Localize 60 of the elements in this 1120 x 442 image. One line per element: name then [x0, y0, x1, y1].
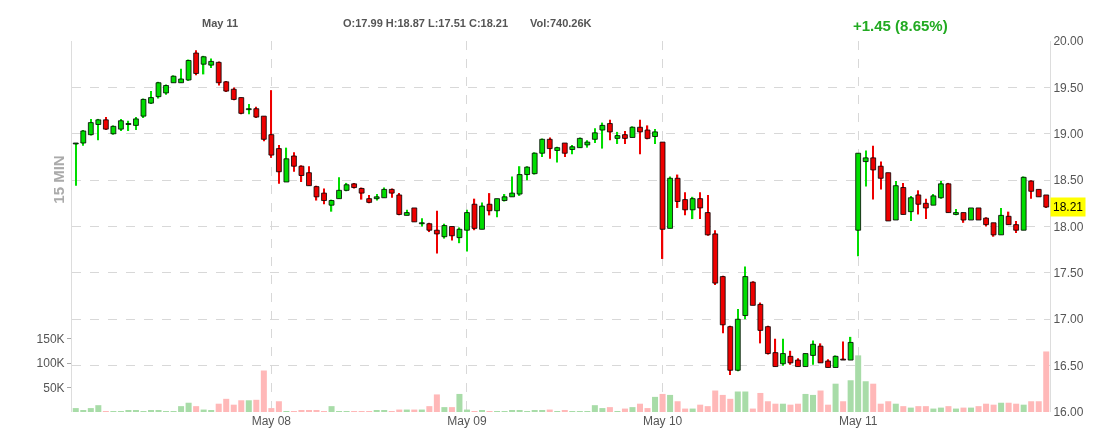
- text: May 11: [202, 17, 239, 29]
- bar: [892, 403, 899, 412]
- bar: [426, 406, 433, 412]
- bar: [960, 407, 967, 412]
- y-tick-label: 19.00: [1053, 126, 1084, 141]
- y-tick-label: 20.00: [1053, 34, 1084, 49]
- bar: [870, 383, 877, 412]
- annotation: 18.21: [1053, 200, 1084, 214]
- bar: [448, 407, 455, 412]
- bar: [456, 393, 463, 412]
- bar: [193, 406, 200, 412]
- bar: [832, 383, 839, 412]
- bar: [245, 400, 252, 412]
- y2-tick-label: 100K: [36, 356, 65, 371]
- bar: [606, 407, 613, 412]
- bar: [644, 408, 651, 412]
- bar: [787, 404, 794, 412]
- bar: [659, 393, 666, 412]
- bar: [945, 406, 952, 412]
- text: O:17.99 H:18.87 L:17.51 C:18.21: [343, 17, 509, 29]
- x-tick-label: May 11: [838, 414, 878, 428]
- bar: [667, 394, 674, 412]
- y-tick-label: 17.50: [1053, 266, 1084, 281]
- y-tick-label: 19.50: [1053, 80, 1084, 95]
- y2-tick-label: 50K: [43, 380, 65, 395]
- x-tick-label: May 10: [642, 414, 683, 428]
- bar: [1028, 401, 1035, 412]
- bar: [629, 407, 636, 412]
- bar: [990, 404, 997, 412]
- bar: [441, 407, 448, 412]
- bar: [275, 401, 282, 412]
- text: Vol:740.26K: [530, 17, 592, 29]
- y-tick-label: 18.00: [1053, 219, 1084, 234]
- x-tick-label: May 09: [447, 414, 487, 428]
- bar: [840, 401, 847, 412]
- y-tick-label: 16.00: [1053, 405, 1084, 420]
- bar: [253, 399, 260, 412]
- bar: [915, 406, 922, 412]
- bar: [652, 396, 659, 412]
- bar: [433, 394, 440, 412]
- y-tick-label: 18.50: [1053, 173, 1084, 188]
- bar: [937, 407, 944, 412]
- text: +1.45 (8.65%): [853, 17, 948, 34]
- bar: [794, 403, 801, 412]
- bar: [185, 402, 192, 412]
- bar: [1020, 404, 1027, 412]
- bar: [907, 407, 914, 412]
- x-tick-label: May 08: [251, 414, 292, 428]
- bar: [998, 402, 1005, 412]
- bar: [900, 406, 907, 412]
- y-tick-label: 17.00: [1053, 312, 1084, 327]
- text: 15 MIN: [50, 155, 68, 204]
- bar: [968, 407, 975, 412]
- bar: [922, 406, 929, 412]
- bar: [697, 404, 704, 412]
- bar: [862, 381, 869, 412]
- bar: [636, 403, 643, 412]
- bar: [779, 403, 786, 412]
- y2-tick-label: 150K: [36, 331, 65, 346]
- y-tick-label: 16.50: [1053, 358, 1084, 373]
